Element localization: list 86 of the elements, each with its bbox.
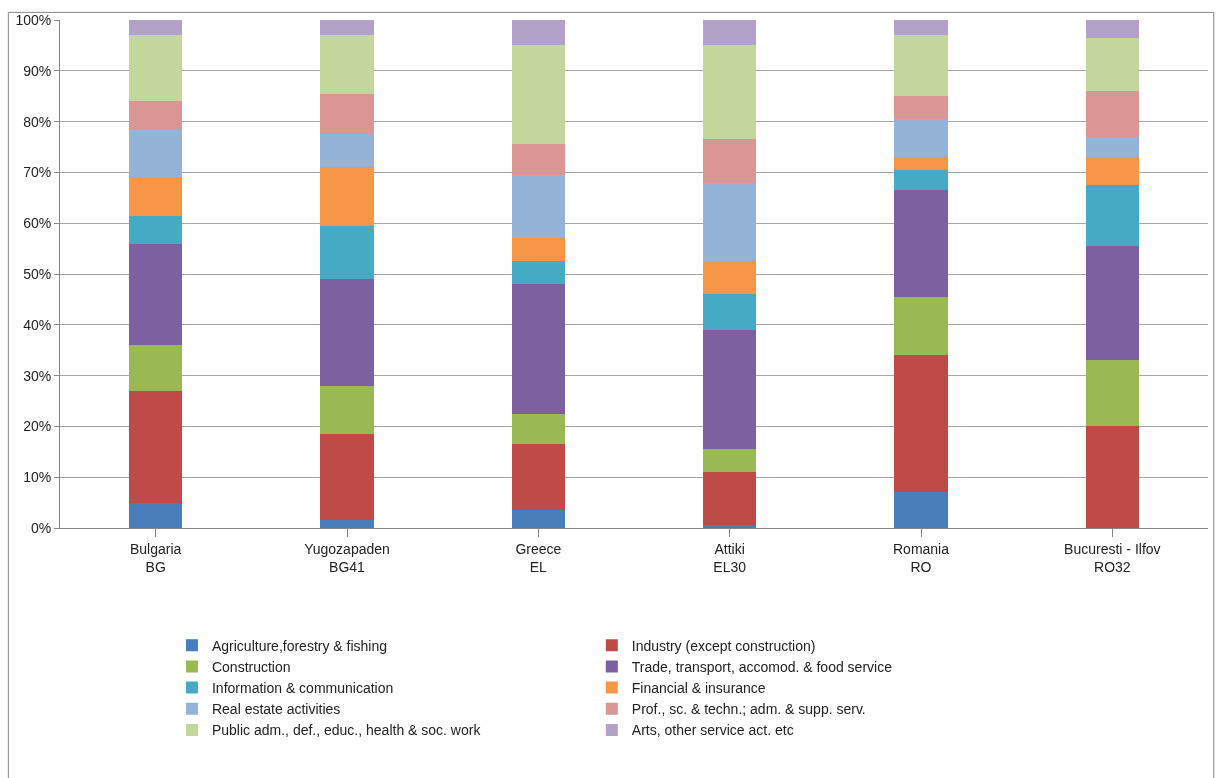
bar xyxy=(320,434,374,521)
y-tick-label: 80% xyxy=(23,113,52,130)
y-tick-label: 10% xyxy=(23,469,52,486)
bar xyxy=(1085,426,1140,528)
x-tick-label: Bulgaria BG xyxy=(129,540,182,575)
bar xyxy=(128,390,183,503)
legend-label: Real estate activities xyxy=(211,701,341,718)
bar xyxy=(702,472,757,526)
y-tick-label: 20% xyxy=(23,418,52,435)
legend-label: Public adm., def., educ., health & soc. work xyxy=(211,722,482,739)
bar xyxy=(320,279,374,386)
legend-label: Financial & insurance xyxy=(631,680,766,697)
bar xyxy=(894,296,948,356)
bar xyxy=(702,139,757,183)
legend-label: Trade, transport, accomod. & food service xyxy=(631,658,893,675)
bar xyxy=(511,413,566,445)
bar xyxy=(320,225,374,280)
bar xyxy=(702,294,757,330)
y-tick-label: 0% xyxy=(30,519,52,536)
y-tick-label: 90% xyxy=(23,62,52,79)
y-tick-label: 60% xyxy=(23,215,52,232)
y-tick-label: 70% xyxy=(23,164,52,181)
bar xyxy=(702,525,757,528)
bar xyxy=(128,177,183,216)
bar xyxy=(511,284,566,414)
bar xyxy=(702,182,757,262)
legend-label: Prof., sc. & techn.; adm. & supp. serv. xyxy=(631,701,866,718)
legend-label: Industry (except construction) xyxy=(631,637,816,654)
x-tick-label: Bucuresti - Ilfov RO32 xyxy=(1064,540,1161,575)
bar xyxy=(320,35,374,94)
bar xyxy=(128,20,183,36)
bar xyxy=(702,329,757,450)
bar xyxy=(1085,185,1140,247)
bar xyxy=(511,261,566,285)
bar xyxy=(1085,91,1140,137)
bar xyxy=(320,520,374,528)
bar xyxy=(894,190,948,297)
bar xyxy=(1085,246,1140,361)
bar xyxy=(320,134,374,168)
bar xyxy=(894,157,948,170)
bar xyxy=(320,93,374,135)
legend-label: Arts, other service act. etc xyxy=(631,722,794,739)
bar xyxy=(320,20,374,36)
legend-label: Information & communication xyxy=(211,680,394,697)
y-tick-label: 30% xyxy=(23,367,52,384)
legend-label: Agriculture,forestry & fishing xyxy=(211,637,388,654)
legend-label: Construction xyxy=(211,658,291,675)
y-tick-label: 50% xyxy=(23,265,52,282)
y-tick-label: 40% xyxy=(23,316,52,333)
bar xyxy=(1085,37,1140,92)
x-tick-label: Romania RO xyxy=(892,540,950,575)
bar xyxy=(894,355,948,493)
bar xyxy=(511,174,566,239)
bar xyxy=(702,261,757,295)
bar xyxy=(702,20,757,46)
bar xyxy=(894,20,948,36)
bar xyxy=(511,144,566,175)
bar xyxy=(1085,20,1140,38)
bar xyxy=(894,35,948,97)
bar xyxy=(511,238,566,262)
bar xyxy=(128,215,183,244)
bar xyxy=(128,243,183,346)
y-tick-label: 100% xyxy=(15,11,52,28)
bar xyxy=(1085,157,1140,186)
bar xyxy=(894,492,948,528)
bar xyxy=(128,101,183,130)
bar xyxy=(128,35,183,102)
bar xyxy=(894,169,948,191)
bar xyxy=(702,45,757,140)
bar xyxy=(128,129,183,178)
bar xyxy=(894,96,948,120)
bar xyxy=(320,167,374,226)
bar xyxy=(702,449,757,473)
bar xyxy=(1085,136,1140,158)
bar xyxy=(511,444,566,511)
bar xyxy=(894,119,948,158)
bar xyxy=(320,385,374,435)
x-tick-label: Greece EL xyxy=(515,540,562,575)
bar xyxy=(128,345,183,391)
bar xyxy=(511,20,566,46)
x-tick-label: Attiki EL30 xyxy=(713,540,747,575)
x-tick-label: Yugozapaden BG41 xyxy=(304,540,390,575)
bar xyxy=(128,502,183,528)
bar xyxy=(511,45,566,145)
bar xyxy=(511,510,566,528)
bar xyxy=(1085,360,1140,427)
